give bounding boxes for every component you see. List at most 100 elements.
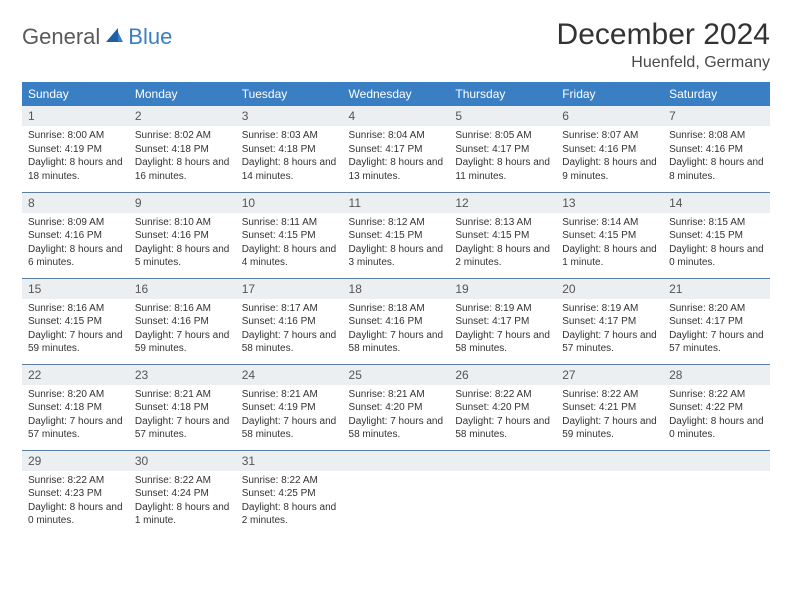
sunrise-text: Sunrise: 8:02 AM	[135, 129, 230, 143]
sunrise-text: Sunrise: 8:21 AM	[135, 388, 230, 402]
sunset-text: Sunset: 4:16 PM	[135, 315, 230, 329]
day-details: Sunrise: 8:04 AMSunset: 4:17 PMDaylight:…	[343, 126, 450, 187]
daylight-text: Daylight: 8 hours and 2 minutes.	[242, 501, 337, 528]
calendar-cell	[663, 450, 770, 536]
sunset-text: Sunset: 4:16 PM	[135, 229, 230, 243]
weekday-header: Saturday	[663, 82, 770, 106]
day-details: Sunrise: 8:21 AMSunset: 4:20 PMDaylight:…	[343, 385, 450, 446]
daylight-text: Daylight: 8 hours and 13 minutes.	[349, 156, 444, 183]
calendar-cell: 2Sunrise: 8:02 AMSunset: 4:18 PMDaylight…	[129, 106, 236, 192]
day-number: 27	[556, 365, 663, 385]
sunset-text: Sunset: 4:17 PM	[669, 315, 764, 329]
calendar-cell: 22Sunrise: 8:20 AMSunset: 4:18 PMDayligh…	[22, 364, 129, 450]
calendar-cell: 23Sunrise: 8:21 AMSunset: 4:18 PMDayligh…	[129, 364, 236, 450]
daylight-text: Daylight: 8 hours and 16 minutes.	[135, 156, 230, 183]
sunrise-text: Sunrise: 8:21 AM	[242, 388, 337, 402]
day-number: 24	[236, 365, 343, 385]
title-block: December 2024 Huenfeld, Germany	[557, 18, 770, 72]
calendar-cell: 24Sunrise: 8:21 AMSunset: 4:19 PMDayligh…	[236, 364, 343, 450]
day-number: 3	[236, 106, 343, 126]
calendar-cell: 1Sunrise: 8:00 AMSunset: 4:19 PMDaylight…	[22, 106, 129, 192]
calendar-cell: 15Sunrise: 8:16 AMSunset: 4:15 PMDayligh…	[22, 278, 129, 364]
sunrise-text: Sunrise: 8:20 AM	[669, 302, 764, 316]
day-details: Sunrise: 8:08 AMSunset: 4:16 PMDaylight:…	[663, 126, 770, 187]
daylight-text: Daylight: 8 hours and 14 minutes.	[242, 156, 337, 183]
sunset-text: Sunset: 4:15 PM	[455, 229, 550, 243]
sunrise-text: Sunrise: 8:08 AM	[669, 129, 764, 143]
calendar-cell: 12Sunrise: 8:13 AMSunset: 4:15 PMDayligh…	[449, 192, 556, 278]
sunrise-text: Sunrise: 8:05 AM	[455, 129, 550, 143]
brand-part2: Blue	[128, 24, 172, 50]
sunrise-text: Sunrise: 8:15 AM	[669, 216, 764, 230]
day-number: 30	[129, 451, 236, 471]
day-number: 7	[663, 106, 770, 126]
day-details: Sunrise: 8:22 AMSunset: 4:23 PMDaylight:…	[22, 471, 129, 532]
day-details: Sunrise: 8:00 AMSunset: 4:19 PMDaylight:…	[22, 126, 129, 187]
sunset-text: Sunset: 4:18 PM	[242, 143, 337, 157]
day-details: Sunrise: 8:02 AMSunset: 4:18 PMDaylight:…	[129, 126, 236, 187]
day-number: 14	[663, 193, 770, 213]
sunrise-text: Sunrise: 8:22 AM	[28, 474, 123, 488]
day-number: 21	[663, 279, 770, 299]
sunrise-text: Sunrise: 8:19 AM	[455, 302, 550, 316]
calendar-cell: 17Sunrise: 8:17 AMSunset: 4:16 PMDayligh…	[236, 278, 343, 364]
daylight-text: Daylight: 8 hours and 8 minutes.	[669, 156, 764, 183]
sunset-text: Sunset: 4:16 PM	[669, 143, 764, 157]
daylight-text: Daylight: 7 hours and 58 minutes.	[349, 329, 444, 356]
day-details: Sunrise: 8:05 AMSunset: 4:17 PMDaylight:…	[449, 126, 556, 187]
calendar-cell: 10Sunrise: 8:11 AMSunset: 4:15 PMDayligh…	[236, 192, 343, 278]
sunset-text: Sunset: 4:21 PM	[562, 401, 657, 415]
calendar-cell: 4Sunrise: 8:04 AMSunset: 4:17 PMDaylight…	[343, 106, 450, 192]
weekday-header: Sunday	[22, 82, 129, 106]
day-details: Sunrise: 8:22 AMSunset: 4:24 PMDaylight:…	[129, 471, 236, 532]
day-details: Sunrise: 8:19 AMSunset: 4:17 PMDaylight:…	[556, 299, 663, 360]
brand-logo: General Blue	[22, 18, 172, 50]
day-number: 5	[449, 106, 556, 126]
sunset-text: Sunset: 4:18 PM	[135, 401, 230, 415]
weekday-header-row: Sunday Monday Tuesday Wednesday Thursday…	[22, 82, 770, 106]
daylight-text: Daylight: 7 hours and 58 minutes.	[242, 415, 337, 442]
sunset-text: Sunset: 4:20 PM	[349, 401, 444, 415]
calendar-cell: 3Sunrise: 8:03 AMSunset: 4:18 PMDaylight…	[236, 106, 343, 192]
sunrise-text: Sunrise: 8:04 AM	[349, 129, 444, 143]
day-details: Sunrise: 8:11 AMSunset: 4:15 PMDaylight:…	[236, 213, 343, 274]
day-details: Sunrise: 8:07 AMSunset: 4:16 PMDaylight:…	[556, 126, 663, 187]
day-details: Sunrise: 8:17 AMSunset: 4:16 PMDaylight:…	[236, 299, 343, 360]
daylight-text: Daylight: 7 hours and 59 minutes.	[28, 329, 123, 356]
sunrise-text: Sunrise: 8:13 AM	[455, 216, 550, 230]
sunset-text: Sunset: 4:15 PM	[28, 315, 123, 329]
sunrise-text: Sunrise: 8:16 AM	[135, 302, 230, 316]
sunset-text: Sunset: 4:16 PM	[242, 315, 337, 329]
weekday-header: Wednesday	[343, 82, 450, 106]
day-number: 11	[343, 193, 450, 213]
calendar-cell: 13Sunrise: 8:14 AMSunset: 4:15 PMDayligh…	[556, 192, 663, 278]
day-number: 28	[663, 365, 770, 385]
calendar-cell: 30Sunrise: 8:22 AMSunset: 4:24 PMDayligh…	[129, 450, 236, 536]
day-details: Sunrise: 8:19 AMSunset: 4:17 PMDaylight:…	[449, 299, 556, 360]
day-number: 4	[343, 106, 450, 126]
day-details: Sunrise: 8:20 AMSunset: 4:18 PMDaylight:…	[22, 385, 129, 446]
day-number	[663, 451, 770, 471]
daylight-text: Daylight: 7 hours and 58 minutes.	[349, 415, 444, 442]
calendar-cell: 25Sunrise: 8:21 AMSunset: 4:20 PMDayligh…	[343, 364, 450, 450]
sunset-text: Sunset: 4:17 PM	[455, 315, 550, 329]
calendar-cell	[556, 450, 663, 536]
header: General Blue December 2024 Huenfeld, Ger…	[22, 18, 770, 72]
sunset-text: Sunset: 4:20 PM	[455, 401, 550, 415]
sunrise-text: Sunrise: 8:22 AM	[562, 388, 657, 402]
sunset-text: Sunset: 4:24 PM	[135, 487, 230, 501]
calendar-cell: 31Sunrise: 8:22 AMSunset: 4:25 PMDayligh…	[236, 450, 343, 536]
calendar-week-row: 1Sunrise: 8:00 AMSunset: 4:19 PMDaylight…	[22, 106, 770, 192]
day-number	[449, 451, 556, 471]
daylight-text: Daylight: 7 hours and 59 minutes.	[562, 415, 657, 442]
calendar-cell: 28Sunrise: 8:22 AMSunset: 4:22 PMDayligh…	[663, 364, 770, 450]
sunrise-text: Sunrise: 8:16 AM	[28, 302, 123, 316]
daylight-text: Daylight: 8 hours and 0 minutes.	[669, 243, 764, 270]
sunrise-text: Sunrise: 8:22 AM	[455, 388, 550, 402]
day-details: Sunrise: 8:22 AMSunset: 4:22 PMDaylight:…	[663, 385, 770, 446]
day-details: Sunrise: 8:21 AMSunset: 4:19 PMDaylight:…	[236, 385, 343, 446]
daylight-text: Daylight: 8 hours and 0 minutes.	[28, 501, 123, 528]
calendar-cell: 20Sunrise: 8:19 AMSunset: 4:17 PMDayligh…	[556, 278, 663, 364]
sunrise-text: Sunrise: 8:20 AM	[28, 388, 123, 402]
sunset-text: Sunset: 4:16 PM	[349, 315, 444, 329]
